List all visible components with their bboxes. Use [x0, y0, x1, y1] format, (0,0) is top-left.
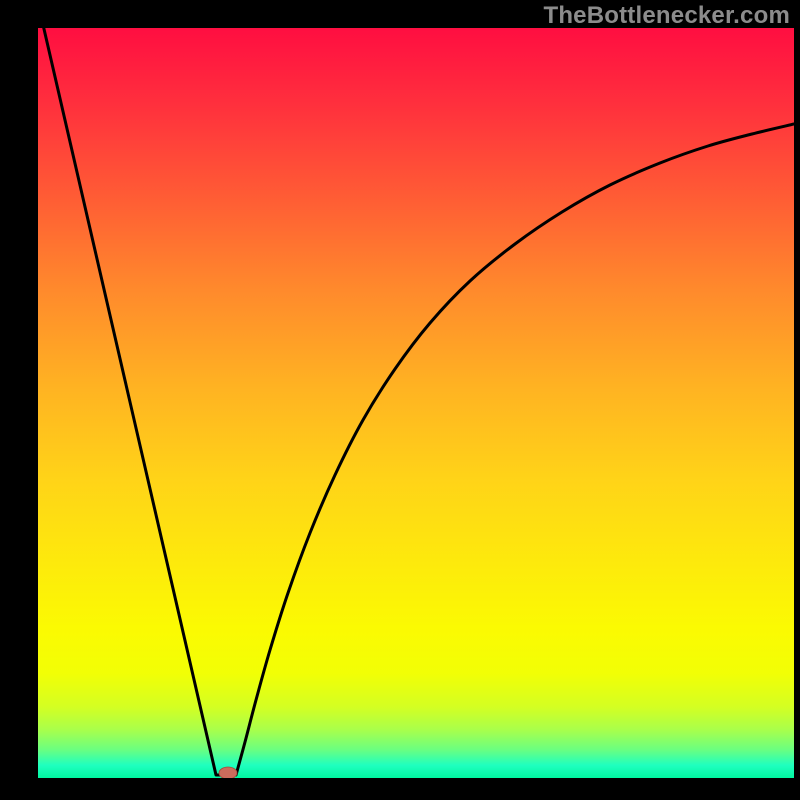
plot-area	[38, 28, 794, 778]
optimal-point-marker	[219, 767, 237, 778]
bottleneck-curve	[38, 28, 794, 778]
watermark-text: TheBottlenecker.com	[543, 2, 790, 30]
curve-path	[38, 28, 794, 775]
